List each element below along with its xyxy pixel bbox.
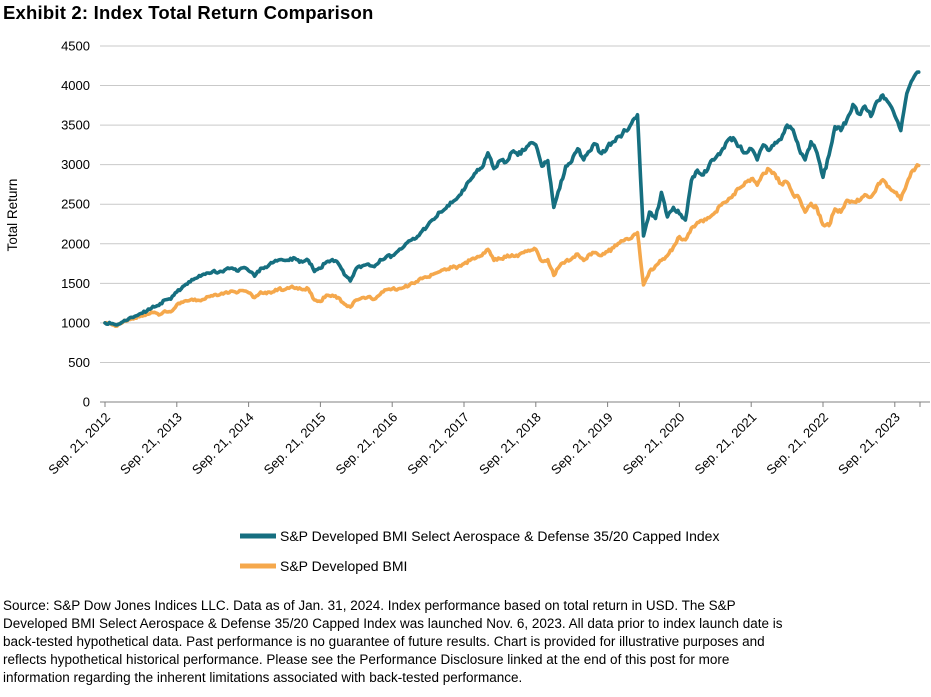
source-note-line: back-tested hypothetical data. Past perf… bbox=[3, 634, 765, 649]
legend-label: S&P Developed BMI Select Aerospace & Def… bbox=[280, 528, 719, 544]
series-line-0 bbox=[103, 70, 921, 327]
source-note-line: Source: S&P Dow Jones Indices LLC. Data … bbox=[3, 598, 736, 613]
source-note-line: information regarding the inherent limit… bbox=[3, 670, 523, 685]
x-tick-label: Sep. 21, 2017 bbox=[404, 410, 472, 478]
y-tick-label: 4000 bbox=[61, 78, 90, 93]
gridlines bbox=[100, 45, 930, 363]
axes bbox=[100, 401, 930, 407]
y-tick-label: 4500 bbox=[61, 39, 90, 54]
y-tick-label: 2500 bbox=[61, 197, 90, 212]
x-tick-label: Sep. 21, 2020 bbox=[620, 410, 688, 478]
y-tick-label: 500 bbox=[68, 355, 90, 370]
legend-item-developed-bmi: S&P Developed BMI bbox=[240, 558, 407, 574]
x-tick-label: Sep. 21, 2013 bbox=[117, 410, 185, 478]
legend: S&P Developed BMI Select Aerospace & Def… bbox=[240, 528, 719, 574]
y-tick-label: 0 bbox=[83, 395, 90, 410]
legend-label: S&P Developed BMI bbox=[280, 558, 407, 574]
legend-item-aerospace-defense-index: S&P Developed BMI Select Aerospace & Def… bbox=[240, 528, 719, 544]
source-note-line: reflects hypothetical historical perform… bbox=[3, 652, 730, 667]
series-lines bbox=[103, 70, 921, 328]
y-tick-label: 1000 bbox=[61, 315, 90, 330]
x-tick-label: Sep. 21, 2015 bbox=[261, 410, 329, 478]
y-axis-title: Total Return bbox=[5, 179, 20, 252]
x-tick-label: Sep. 21, 2019 bbox=[548, 410, 616, 478]
y-tick-label: 1500 bbox=[61, 276, 90, 291]
x-tick-label: Sep. 21, 2023 bbox=[835, 410, 903, 478]
x-tick-label: Sep. 21, 2014 bbox=[189, 410, 257, 478]
line-chart: 0 500 1000 1500 2000 2500 3000 3500 4000 4500 Sep.… bbox=[5, 39, 930, 574]
source-note-line: Developed BMI Select Aerospace & Defense… bbox=[3, 616, 783, 631]
source-note: Source: S&P Dow Jones Indices LLC. Data … bbox=[3, 597, 928, 687]
x-tick-label: Sep. 21, 2021 bbox=[691, 410, 759, 478]
y-tick-label: 2000 bbox=[61, 236, 90, 251]
y-tick-label: 3500 bbox=[61, 118, 90, 133]
x-tick-label: Sep. 21, 2022 bbox=[763, 410, 831, 478]
x-tick-label: Sep. 21, 2016 bbox=[332, 410, 400, 478]
x-tick-label: Sep. 21, 2012 bbox=[45, 410, 113, 478]
y-tick-label: 3000 bbox=[61, 157, 90, 172]
page-title: Exhibit 2: Index Total Return Comparison bbox=[3, 2, 374, 23]
series-line-1 bbox=[103, 163, 921, 328]
x-tick-label: Sep. 21, 2018 bbox=[476, 410, 544, 478]
